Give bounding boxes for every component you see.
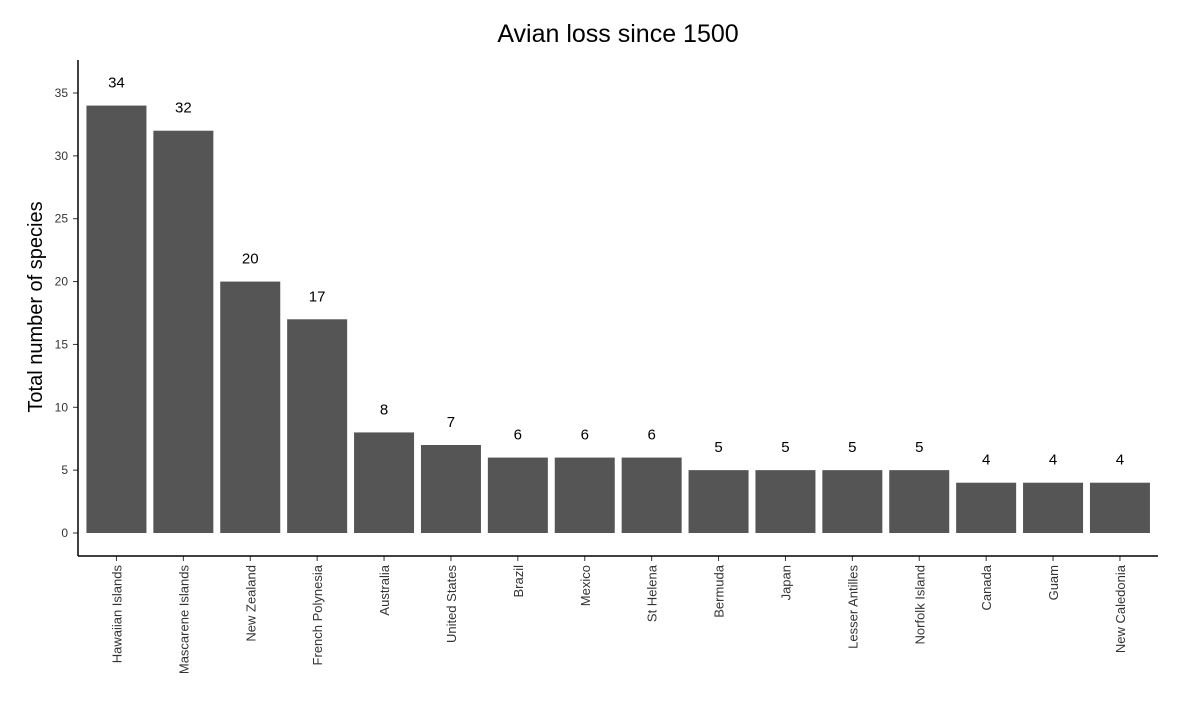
y-axis: 0 5 10 15 20 25 30 35: [55, 60, 79, 556]
x-tick-label: St Helena: [645, 564, 660, 622]
x-tick-label: Bermuda: [712, 564, 727, 618]
bar: [287, 319, 348, 533]
bar: [1089, 482, 1150, 533]
y-tick-label: 10: [55, 400, 69, 414]
bar: [86, 105, 147, 533]
bar: [688, 470, 749, 533]
x-tick-label: Hawaiian Islands: [109, 565, 124, 664]
y-tick-label: 30: [55, 149, 69, 163]
bar: [487, 457, 548, 533]
x-tick-label: Norfolk Island: [912, 565, 927, 644]
data-label: 4: [1049, 452, 1057, 469]
data-label: 4: [1116, 452, 1124, 469]
x-tick-label: Brazil: [511, 565, 526, 598]
bar: [822, 470, 883, 533]
data-label: 5: [848, 439, 856, 456]
data-label: 6: [581, 427, 589, 444]
bar: [621, 457, 682, 533]
data-label: 5: [915, 439, 923, 456]
bar: [755, 470, 816, 533]
data-label: 6: [514, 427, 522, 444]
x-tick-label: Japan: [778, 565, 793, 600]
y-tick-label: 5: [61, 463, 68, 477]
x-tick-label: Mascarene Islands: [176, 565, 191, 675]
bar: [554, 457, 615, 533]
x-tick-label: Mexico: [578, 565, 593, 606]
bar: [1023, 482, 1084, 533]
x-tick-label: Australia: [377, 564, 392, 615]
data-label: 6: [647, 427, 655, 444]
y-tick-label: 20: [55, 275, 69, 289]
data-label: 20: [242, 251, 259, 268]
data-label: 34: [108, 75, 125, 92]
data-label: 4: [982, 452, 990, 469]
bar: [420, 445, 481, 533]
x-tick-label: Lesser Antilles: [845, 565, 860, 649]
bar: [153, 130, 214, 533]
bars-layer: [86, 105, 1150, 533]
data-label: 32: [175, 100, 192, 117]
x-axis: Hawaiian Islands Mascarene Islands New Zea…: [78, 555, 1158, 675]
y-tick-label: 25: [55, 212, 69, 226]
data-label: 17: [309, 288, 326, 305]
data-label: 7: [447, 414, 455, 431]
chart-title: Avian loss since 1500: [497, 20, 738, 48]
bar: [220, 281, 281, 533]
y-tick-label: 15: [55, 337, 69, 351]
y-axis-label: Total number of species: [25, 201, 47, 412]
x-tick-label: New Zealand: [243, 565, 258, 642]
bar: [889, 470, 950, 533]
data-label: 5: [714, 439, 722, 456]
x-tick-label: New Caledonia: [1113, 564, 1128, 653]
data-labels-layer: 34 32 20 17 8 7 6 6 6 5 5 5 5 4 4 4: [108, 75, 1124, 469]
bar: [956, 482, 1017, 533]
data-label: 5: [781, 439, 789, 456]
y-tick-label: 35: [55, 86, 69, 100]
data-label: 8: [380, 401, 388, 418]
x-tick-label: Guam: [1046, 565, 1061, 600]
x-tick-label: Canada: [979, 564, 994, 610]
y-tick-label: 0: [61, 526, 68, 540]
x-tick-label: United States: [444, 565, 459, 644]
bar: [354, 432, 415, 533]
x-tick-label: French Polynesia: [310, 564, 325, 665]
